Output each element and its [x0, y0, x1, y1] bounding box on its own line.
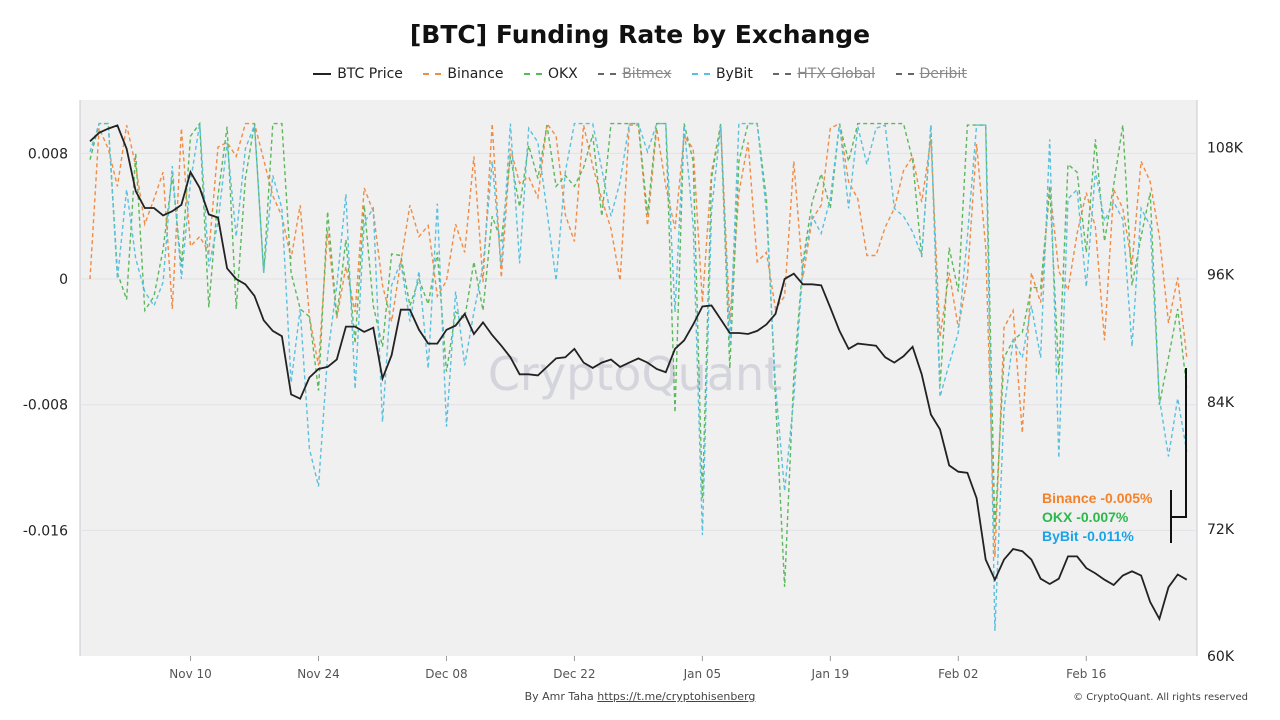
left-tick-label: -0.008	[23, 398, 68, 414]
footer-byline: By Amr Taha https://t.me/cryptohisenberg	[0, 690, 1280, 703]
x-tick-label: Dec 08	[425, 667, 467, 681]
legend-swatch	[773, 73, 792, 75]
chart-title: [BTC] Funding Rate by Exchange	[409, 20, 871, 49]
right-axis-ticks: 108K 96K 84K 72K 60K	[1207, 141, 1244, 665]
watermark-cryptoquant: CryptoQuant	[488, 347, 782, 401]
legend-label: HTX Global	[797, 66, 876, 82]
annotation-binance: Binance -0.005%	[1042, 490, 1153, 506]
legend-item-btc-price[interactable]: BTC Price	[313, 66, 403, 82]
x-tick-label: Feb 02	[938, 667, 978, 681]
left-axis-ticks: 0.008 0 -0.008 -0.016	[23, 146, 68, 539]
legend-label: Deribit	[919, 66, 967, 82]
series-line-btc-price	[89, 124, 1188, 622]
series-lines	[89, 121, 1188, 631]
x-tick-label: Jan 19	[811, 667, 850, 681]
legend-label: OKX	[547, 66, 578, 82]
left-tick-label: -0.016	[23, 523, 68, 539]
right-tick-label: 96K	[1207, 268, 1235, 284]
right-tick-label: 72K	[1207, 522, 1235, 538]
byline-text: By Amr Taha	[524, 690, 594, 703]
left-tick-label: 0.008	[28, 146, 68, 162]
legend-label: ByBit	[715, 66, 753, 82]
x-tick-label: Nov 10	[169, 667, 212, 681]
annotation-bracket	[1170, 368, 1187, 543]
x-tick-label: Jan 05	[683, 667, 722, 681]
legend-label: Bitmex	[622, 66, 672, 82]
series-line-bybit	[89, 122, 1188, 631]
legend-item-bitmex[interactable]: Bitmex	[598, 66, 671, 82]
legend-item-bybit[interactable]: ByBit	[691, 66, 753, 82]
copyright: © CryptoQuant. All rights reserved	[1073, 692, 1248, 703]
legend-swatch	[598, 73, 617, 75]
x-tick-label: Feb 16	[1066, 667, 1106, 681]
legend-item-binance[interactable]: Binance	[423, 66, 504, 82]
right-tick-label: 60K	[1207, 649, 1235, 665]
legend-label: BTC Price	[337, 66, 403, 82]
right-tick-label: 84K	[1207, 395, 1235, 411]
legend-swatch	[895, 73, 914, 75]
left-tick-label: 0	[59, 272, 68, 288]
legend: BTC Price Binance OKX Bitmex ByBit HTX G…	[0, 63, 1280, 82]
plot-background	[80, 100, 1197, 656]
legend-swatch	[313, 73, 332, 75]
legend-swatch	[423, 73, 442, 75]
legend-item-okx[interactable]: OKX	[523, 66, 578, 82]
legend-swatch	[523, 73, 542, 75]
legend-label: Binance	[447, 66, 504, 82]
x-tick-label: Dec 22	[553, 667, 595, 681]
annotation-bybit: ByBit -0.011%	[1042, 528, 1134, 544]
legend-swatch	[691, 73, 710, 75]
right-tick-label: 108K	[1207, 141, 1244, 157]
legend-item-deribit[interactable]: Deribit	[895, 66, 967, 82]
annotation-okx: OKX -0.007%	[1042, 509, 1129, 525]
gridlines	[80, 152, 1197, 531]
byline-link[interactable]: https://t.me/cryptohisenberg	[597, 690, 756, 703]
x-tick-label: Nov 24	[297, 667, 340, 681]
legend-item-htx-global[interactable]: HTX Global	[773, 66, 875, 82]
x-axis-ticks: Nov 10 Nov 24 Dec 08 Dec 22 Jan 05 Jan 19 Feb …	[169, 656, 1106, 681]
